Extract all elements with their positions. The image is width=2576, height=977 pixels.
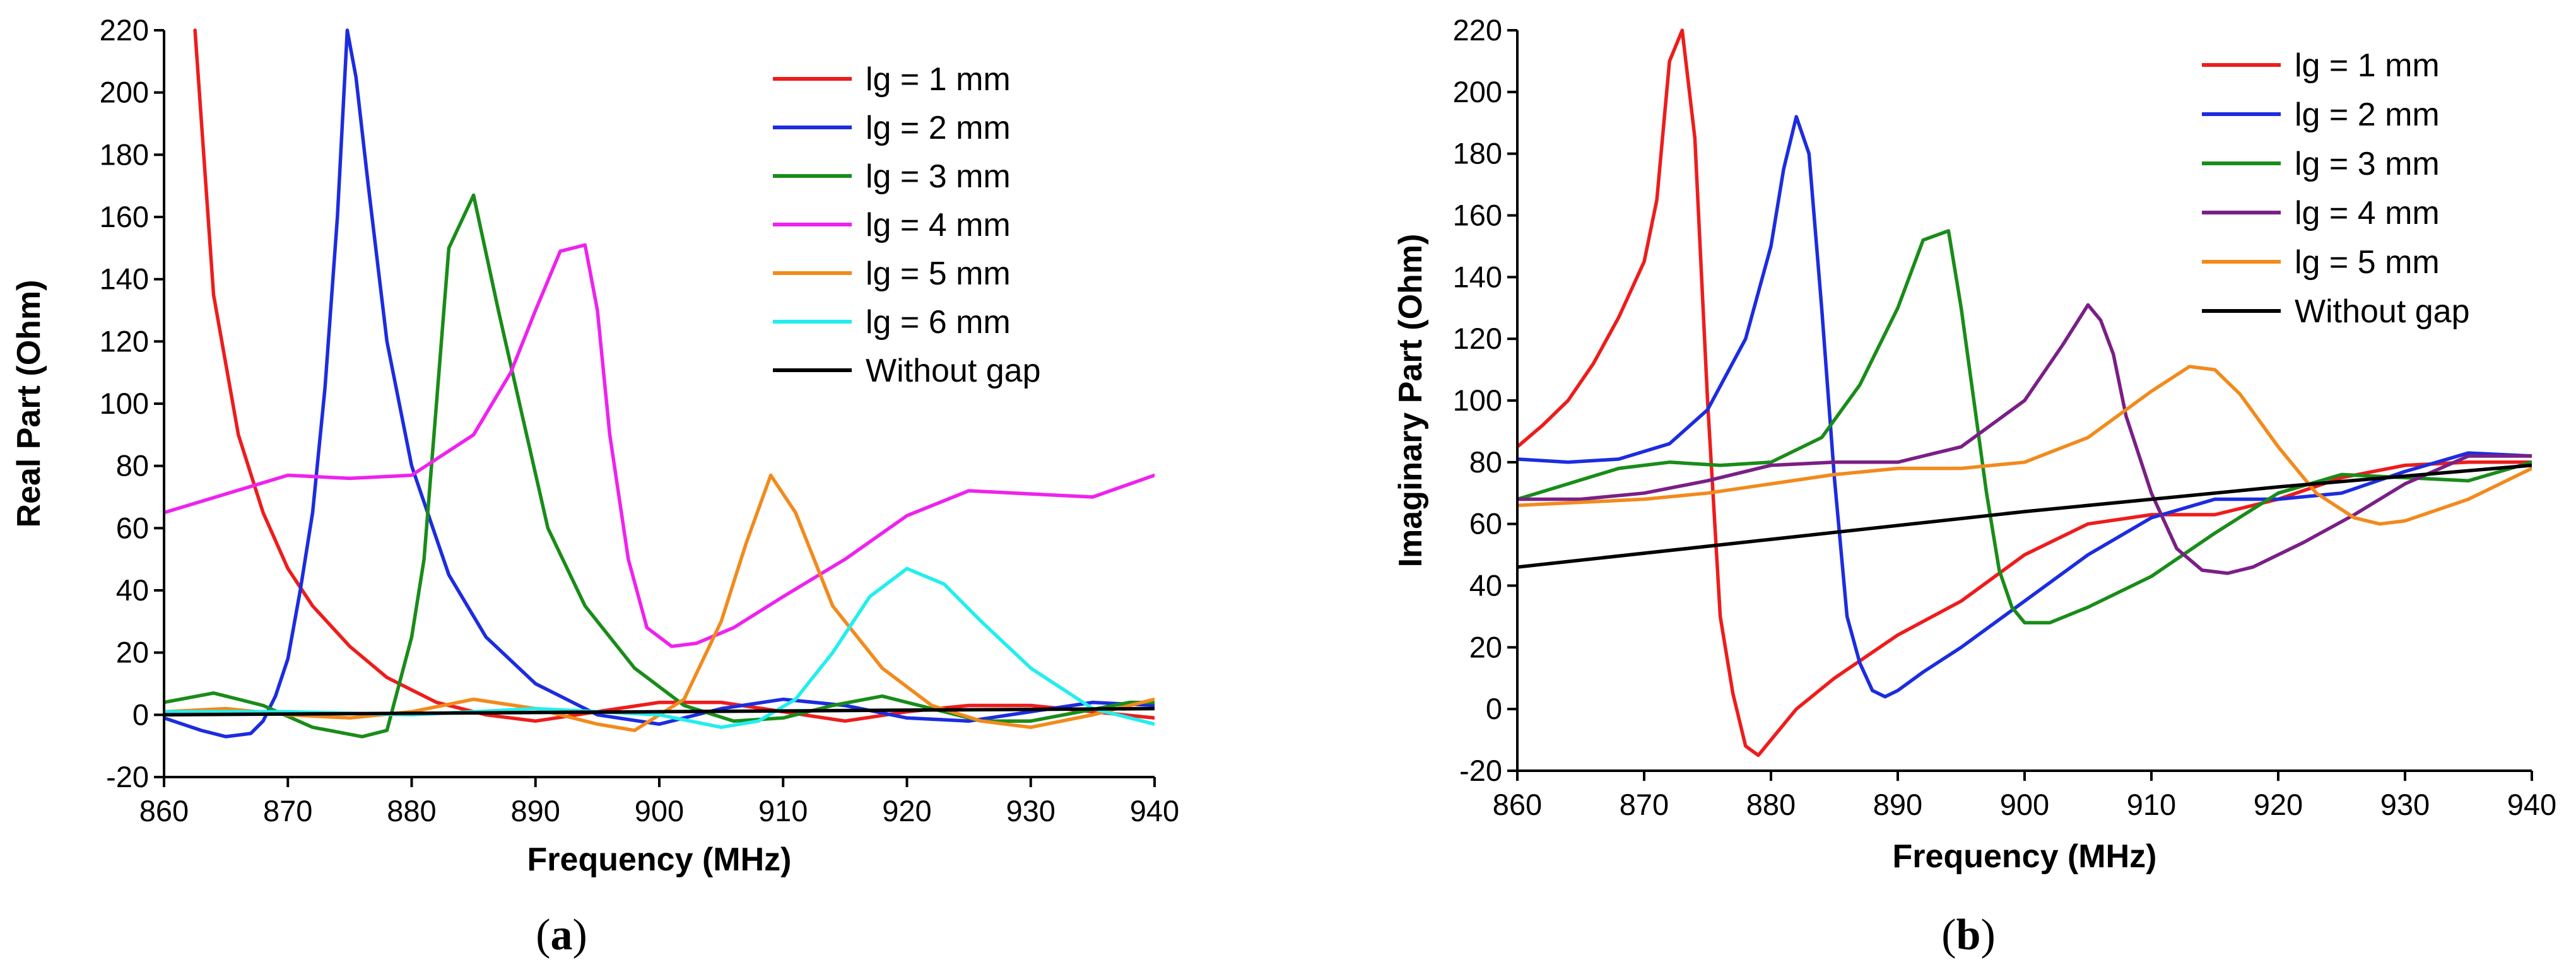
- panel-caption: (a): [536, 911, 587, 959]
- series-group: [1517, 28, 2532, 758]
- x-tick-label: 920: [882, 794, 931, 828]
- x-tick-label: 900: [2000, 788, 2049, 821]
- legend-label: lg = 5 mm: [866, 255, 1011, 292]
- legend-label: lg = 2 mm: [2295, 97, 2440, 133]
- series-line-3: [1517, 229, 2532, 624]
- x-axis-title: Frequency (MHz): [1893, 838, 2157, 875]
- x-tick-label: 890: [511, 794, 560, 828]
- y-tick-label: 120: [1453, 322, 1502, 355]
- y-tick-label: 140: [1453, 260, 1502, 293]
- x-tick-label: 940: [1130, 794, 1179, 828]
- y-tick-label: 120: [100, 324, 149, 358]
- x-tick-label: 860: [139, 794, 189, 828]
- x-tick-label: 910: [758, 794, 808, 828]
- y-axis-title: Imaginary Part (Ohm): [1392, 234, 1429, 568]
- y-tick-label: 200: [100, 76, 149, 109]
- y-tick-label: 160: [1453, 199, 1502, 232]
- y-tick-label: 40: [116, 573, 149, 607]
- x-tick-label: 930: [2380, 788, 2430, 821]
- y-tick-label: 100: [100, 387, 149, 420]
- y-tick-label: 220: [1453, 13, 1502, 47]
- series-line-1: [193, 28, 1155, 723]
- series-line-4: [1517, 303, 2532, 575]
- series-line-2: [1517, 115, 2532, 699]
- y-tick-label: 60: [1469, 507, 1502, 541]
- x-tick-label: 870: [263, 794, 312, 828]
- y-tick-label: -20: [1459, 754, 1502, 787]
- legend-label: lg = 1 mm: [2295, 47, 2440, 84]
- caption-letter: a: [551, 911, 573, 959]
- panel-caption: (b): [1941, 911, 1996, 959]
- caption-letter: b: [1956, 911, 1981, 959]
- x-tick-label: 940: [2507, 788, 2556, 821]
- y-tick-label: 0: [132, 698, 149, 731]
- series-line-1: [1517, 28, 2532, 758]
- chart-b: -20 0 20 40 60 80 100 120 140 160 180 200 220 860 870 8…: [1392, 13, 2556, 959]
- legend-label: lg = 4 mm: [2295, 195, 2440, 231]
- y-axis-title: Real Part (Ohm): [11, 280, 47, 528]
- x-tick-label: 900: [635, 794, 684, 828]
- y-tick-label: 0: [1486, 692, 1502, 725]
- series-line-5: [1517, 365, 2532, 526]
- y-tick-label: 180: [1453, 137, 1502, 170]
- y-tick-label: 20: [116, 636, 149, 669]
- y-tick-label: 20: [1469, 630, 1502, 664]
- legend-label: lg = 4 mm: [866, 207, 1011, 243]
- x-tick-label: 920: [2254, 788, 2303, 821]
- y-tick-label: 80: [1469, 445, 1502, 479]
- caption-open: (: [536, 911, 550, 959]
- y-tick-label: 60: [116, 511, 149, 544]
- legend-label: lg = 6 mm: [866, 304, 1011, 341]
- legend-label: lg = 2 mm: [866, 110, 1011, 146]
- y-tick-label: 200: [1453, 75, 1502, 108]
- y-tick-label: 100: [1453, 383, 1502, 417]
- x-axis-title: Frequency (MHz): [527, 841, 792, 878]
- caption-close: ): [573, 911, 587, 959]
- y-tick-label: -20: [106, 760, 149, 793]
- x-tick-label: 860: [1493, 788, 1542, 821]
- x-tick-label: 910: [2127, 788, 2176, 821]
- legend-label: lg = 1 mm: [866, 61, 1011, 98]
- legend: lg = 1 mm lg = 2 mm lg = 3 mm lg = 4 mm lg =…: [2202, 47, 2470, 330]
- legend-label: lg = 3 mm: [2295, 146, 2440, 182]
- chart-a: -20 0 20 40 60 80 100 120 140 160 180 200 220 860 870 8…: [11, 13, 1179, 959]
- caption-open: (: [1941, 911, 1956, 959]
- legend: lg = 1 mm lg = 2 mm lg = 3 mm lg = 4 mm lg =…: [773, 61, 1041, 389]
- series-group: [164, 28, 1155, 739]
- series-line-7: [164, 706, 1155, 717]
- caption-close: ): [1980, 911, 1995, 959]
- y-tick-label: 80: [116, 449, 149, 483]
- series-line-6: [1517, 463, 2532, 569]
- y-tick-label: 140: [100, 262, 149, 296]
- series-line-5: [164, 473, 1155, 732]
- legend-label: Without gap: [2295, 293, 2470, 330]
- legend-label: lg = 3 mm: [866, 158, 1011, 195]
- x-tick-label: 880: [1746, 788, 1796, 821]
- x-tick-label: 880: [387, 794, 436, 828]
- x-tick-label: 930: [1006, 794, 1056, 828]
- legend-label: Without gap: [866, 353, 1041, 389]
- y-tick-label: 40: [1469, 569, 1502, 602]
- series-line-4: [164, 243, 1155, 648]
- x-tick-label: 890: [1873, 788, 1922, 821]
- y-tick-label: 220: [100, 13, 149, 47]
- x-tick-label: 870: [1620, 788, 1669, 821]
- legend-label: lg = 5 mm: [2295, 244, 2440, 281]
- y-tick-label: 180: [100, 137, 149, 171]
- y-tick-label: 160: [100, 200, 149, 233]
